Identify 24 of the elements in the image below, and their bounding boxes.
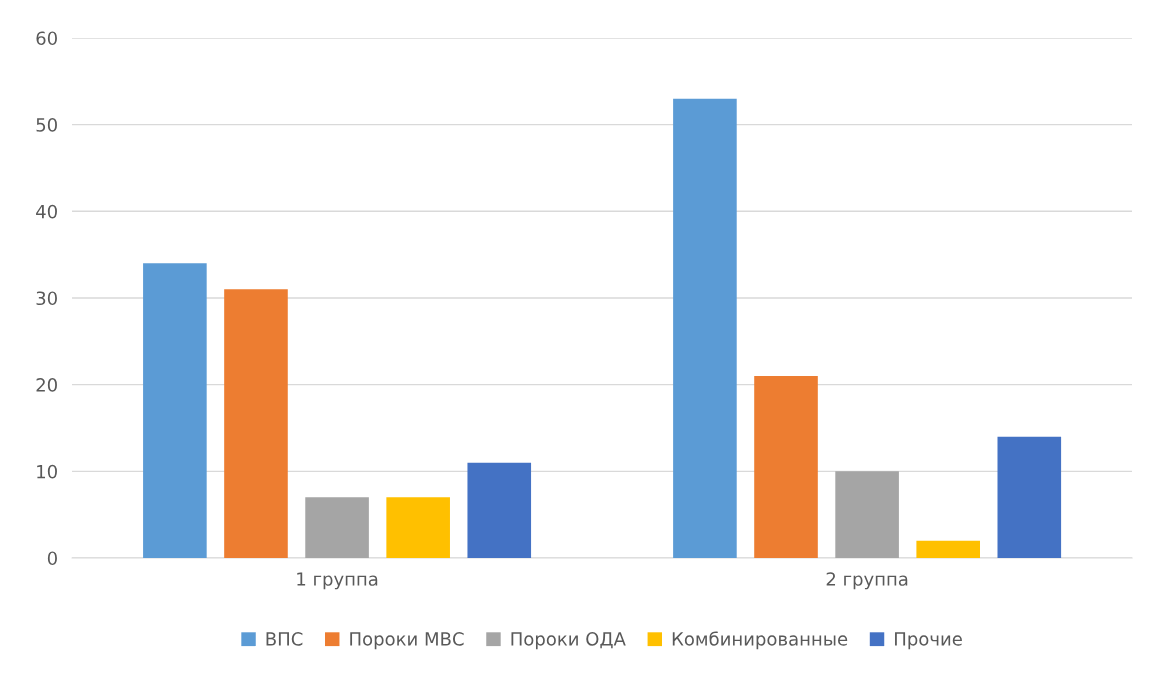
bar <box>467 462 532 558</box>
x-tick-label: 1 группа <box>297 572 378 590</box>
legend-label: Пороки МВС <box>350 632 464 650</box>
y-tick-label: 30 <box>36 291 57 306</box>
bar <box>673 98 737 558</box>
legend-label: Прочие <box>895 632 962 650</box>
y-tick-label: 0 <box>47 551 57 566</box>
y-tick-label: 40 <box>36 204 57 219</box>
y-tick-label: 10 <box>37 464 57 479</box>
bar <box>224 289 288 558</box>
bar <box>305 497 369 558</box>
bar <box>997 436 1062 558</box>
legend-label: ВПС <box>266 632 303 646</box>
legend-label: Пороки ОДА <box>511 632 626 650</box>
bar <box>143 263 207 558</box>
x-tick-label: 2 группа <box>826 572 908 590</box>
y-tick-label: 50 <box>36 118 57 132</box>
y-tick-label: 20 <box>36 378 57 392</box>
bar <box>386 497 450 558</box>
bar <box>754 375 818 558</box>
y-tick-label: 60 <box>36 31 57 46</box>
bar <box>916 540 980 558</box>
legend-label: Комбинированные <box>672 631 848 650</box>
bar <box>835 471 899 558</box>
